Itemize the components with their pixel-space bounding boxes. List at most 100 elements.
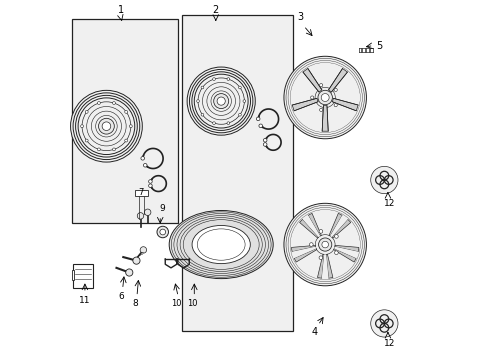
Circle shape xyxy=(334,251,338,255)
Polygon shape xyxy=(321,255,328,278)
Circle shape xyxy=(97,102,100,104)
Text: 8: 8 xyxy=(132,299,138,308)
Polygon shape xyxy=(332,98,357,111)
Circle shape xyxy=(212,78,215,80)
Text: 12: 12 xyxy=(383,199,395,208)
Bar xyxy=(73,264,93,288)
Circle shape xyxy=(191,72,250,130)
Circle shape xyxy=(144,209,151,216)
Text: audi: audi xyxy=(380,321,387,325)
Circle shape xyxy=(85,139,88,142)
Circle shape xyxy=(318,230,322,233)
Circle shape xyxy=(318,238,331,251)
Circle shape xyxy=(125,269,133,276)
Circle shape xyxy=(217,97,225,105)
Bar xyxy=(135,190,147,196)
Polygon shape xyxy=(291,246,315,252)
Circle shape xyxy=(238,86,241,89)
Polygon shape xyxy=(302,68,321,92)
Circle shape xyxy=(226,122,229,125)
Bar xyxy=(72,19,178,223)
Circle shape xyxy=(141,157,144,160)
Circle shape xyxy=(73,93,140,159)
Circle shape xyxy=(140,247,146,253)
Circle shape xyxy=(319,108,322,112)
Polygon shape xyxy=(334,246,358,252)
Circle shape xyxy=(201,86,203,89)
Polygon shape xyxy=(331,219,350,238)
Circle shape xyxy=(226,78,229,80)
Circle shape xyxy=(76,95,137,157)
Polygon shape xyxy=(329,215,347,237)
Circle shape xyxy=(148,184,152,188)
Polygon shape xyxy=(317,254,324,278)
Circle shape xyxy=(157,226,168,238)
Circle shape xyxy=(99,118,114,134)
Circle shape xyxy=(70,90,142,162)
Circle shape xyxy=(124,111,127,113)
Circle shape xyxy=(333,104,337,107)
Circle shape xyxy=(133,257,140,264)
Polygon shape xyxy=(299,219,318,238)
Polygon shape xyxy=(328,213,342,236)
Circle shape xyxy=(333,88,337,91)
Circle shape xyxy=(284,203,366,286)
Text: 1: 1 xyxy=(118,5,123,15)
Circle shape xyxy=(263,139,266,142)
Polygon shape xyxy=(325,254,332,278)
Polygon shape xyxy=(334,247,358,258)
Circle shape xyxy=(78,98,135,154)
Text: 10: 10 xyxy=(171,299,181,308)
Circle shape xyxy=(213,94,228,109)
Circle shape xyxy=(129,125,132,128)
Polygon shape xyxy=(333,248,355,262)
Circle shape xyxy=(370,166,397,194)
Text: audi: audi xyxy=(380,178,387,182)
Bar xyxy=(72,270,74,280)
Text: 10: 10 xyxy=(187,299,197,308)
Text: 7: 7 xyxy=(139,188,144,197)
Ellipse shape xyxy=(169,211,273,279)
Ellipse shape xyxy=(192,225,250,264)
Text: 4: 4 xyxy=(311,327,317,337)
Text: 11: 11 xyxy=(79,296,90,305)
Circle shape xyxy=(160,229,165,235)
Circle shape xyxy=(289,63,360,132)
Circle shape xyxy=(112,102,115,104)
Circle shape xyxy=(321,94,328,102)
Polygon shape xyxy=(322,105,327,131)
Text: 2: 2 xyxy=(212,5,219,15)
Circle shape xyxy=(256,117,260,121)
Circle shape xyxy=(243,100,245,103)
Polygon shape xyxy=(302,215,320,237)
Circle shape xyxy=(263,143,266,146)
Circle shape xyxy=(187,67,255,135)
Circle shape xyxy=(309,243,312,246)
Circle shape xyxy=(102,122,110,131)
Circle shape xyxy=(85,111,88,113)
Polygon shape xyxy=(294,248,316,262)
Circle shape xyxy=(318,256,322,260)
Circle shape xyxy=(189,69,252,133)
Circle shape xyxy=(143,163,147,167)
Circle shape xyxy=(334,235,338,238)
Circle shape xyxy=(258,124,262,127)
Circle shape xyxy=(310,96,313,99)
Bar xyxy=(182,15,292,330)
Circle shape xyxy=(238,113,241,116)
Text: 6: 6 xyxy=(118,292,123,301)
Circle shape xyxy=(212,122,215,125)
Circle shape xyxy=(284,56,366,139)
Circle shape xyxy=(124,139,127,142)
Polygon shape xyxy=(307,213,321,236)
Circle shape xyxy=(319,84,322,87)
Circle shape xyxy=(370,310,397,337)
Polygon shape xyxy=(328,68,347,92)
Circle shape xyxy=(321,241,328,248)
Text: 9: 9 xyxy=(159,204,164,213)
Circle shape xyxy=(112,148,115,151)
Circle shape xyxy=(137,213,143,219)
Circle shape xyxy=(201,113,203,116)
Circle shape xyxy=(196,100,199,103)
Circle shape xyxy=(317,90,332,105)
